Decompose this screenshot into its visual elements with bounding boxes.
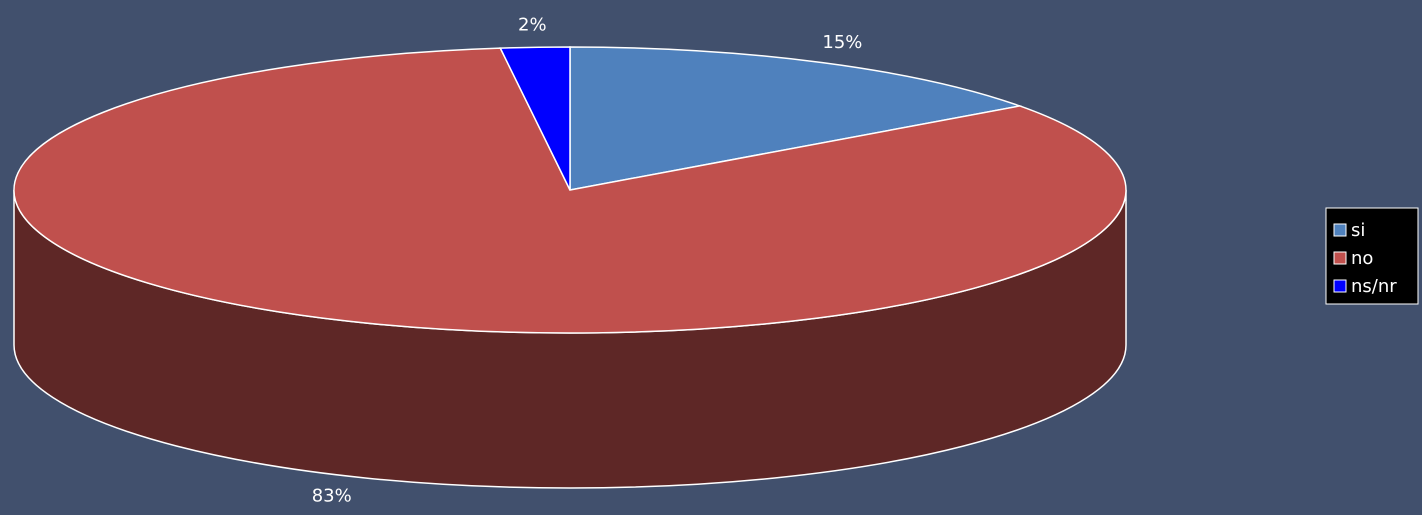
data-label: 83% — [312, 485, 352, 506]
legend-swatch — [1333, 279, 1347, 293]
slice — [569, 46, 1023, 191]
data-label: 2% — [518, 14, 547, 35]
legend-label: no — [1351, 248, 1373, 269]
data-label: 15% — [822, 32, 862, 53]
slice — [13, 47, 1127, 334]
legend-label: ns/nr — [1351, 276, 1397, 297]
legend-swatch — [1333, 223, 1347, 237]
legend-label: si — [1351, 220, 1365, 241]
slice — [499, 46, 571, 191]
legend-swatch — [1333, 251, 1347, 265]
